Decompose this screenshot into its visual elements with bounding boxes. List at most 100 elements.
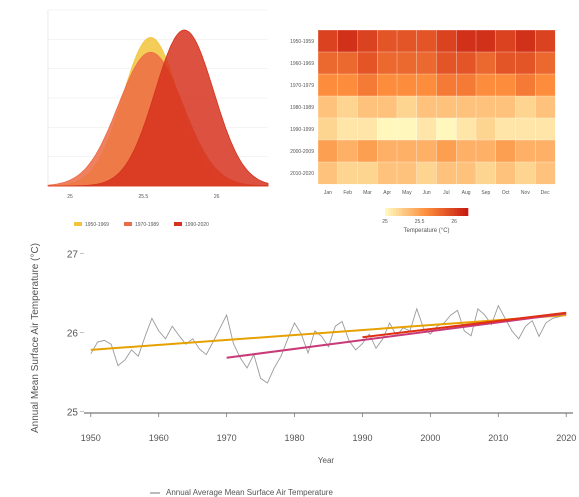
colorbar-segment (401, 208, 405, 216)
colorbar-segment (465, 208, 469, 216)
heatmap-cell (535, 139, 556, 163)
heatmap-cell (337, 95, 358, 119)
heatmap-row-label: 1970-1979 (290, 83, 314, 89)
heatmap-cell (475, 117, 497, 141)
heatmap-cell (495, 95, 516, 119)
colorbar-segment (454, 208, 458, 216)
heatmap-cell (515, 139, 536, 163)
heatmap-row-label: 1980-1989 (290, 105, 314, 111)
heatmap-cell (515, 95, 536, 119)
heatmap-row-labels: 1950-1959 1960-1969 1970-1979 1980-1989 1990… (290, 39, 314, 177)
density-chart: 25 25.5 26 1950-1969 1970-1989 1990-2020 (47, 9, 269, 228)
heatmap-cell (535, 161, 556, 185)
heatmap-col-label: Jun (423, 190, 431, 196)
heatmap-cell (317, 29, 339, 53)
heatmap-cell (396, 29, 418, 53)
heatmap-row-label: 2010-2020 (290, 171, 314, 177)
colorbar-tick-label: 26 (451, 219, 457, 225)
heatmap-cell (515, 29, 536, 53)
heatmap-cell (475, 161, 497, 185)
heatmap-cell (456, 73, 477, 97)
trend-line (362, 311, 567, 339)
heatmap-cell (317, 161, 339, 185)
timeseries-x-tick-label: 1970 (217, 433, 237, 443)
heatmap-cell (396, 117, 418, 141)
heatmap-cell (357, 51, 378, 75)
heatmap-col-label: Jan (324, 190, 332, 196)
timeseries-chart: 1950 1960 1970 1980 1990 2000 2010 2020 25 26 27 Y… (30, 243, 576, 497)
heatmap-cell (436, 95, 457, 119)
heatmap-cell (396, 139, 418, 163)
colorbar-segment (432, 208, 436, 216)
heatmap-cell (377, 117, 398, 141)
colorbar-segment (426, 208, 430, 216)
heatmap-cell (515, 51, 536, 75)
heatmap-cell (495, 117, 516, 141)
heatmap-col-label: Nov (521, 190, 530, 196)
timeseries-y-tick-label: 26 (67, 329, 79, 340)
heatmap-cell (475, 139, 497, 163)
heatmap-cell (436, 73, 457, 97)
density-legend-swatch (74, 222, 82, 226)
heatmap-cell (377, 139, 398, 163)
density-x-tick-label: 25.5 (138, 194, 148, 200)
colorbar-segment (404, 208, 408, 216)
colorbar-segment (407, 208, 411, 216)
timeseries-x-tick-label: 1980 (285, 433, 305, 443)
heatmap-cell (416, 73, 437, 97)
timeseries-y-tick-label: 25 (67, 407, 79, 418)
colorbar-segment (437, 208, 441, 216)
heatmap-cell (535, 29, 556, 53)
heatmap-cell (357, 29, 378, 53)
heatmap-cell (475, 29, 497, 53)
timeseries-legend-label: Annual Average Mean Surface Air Temperat… (166, 488, 333, 497)
heatmap-cell (456, 117, 477, 141)
colorbar-segment (420, 208, 425, 216)
heatmap-col-label: May (402, 190, 412, 196)
density-legend: 1950-1969 1970-1989 1990-2020 (74, 222, 209, 228)
density-legend-swatch (174, 222, 182, 226)
density-area (48, 29, 269, 187)
heatmap-cell (495, 51, 516, 75)
colorbar-segment (429, 208, 433, 216)
heatmap-cell (337, 117, 358, 141)
colorbar-segment (448, 208, 452, 216)
colorbar-segment (415, 208, 419, 216)
heatmap-col-label: Aug (462, 190, 471, 196)
heatmap-cell (396, 161, 418, 185)
heatmap-cell (377, 161, 398, 185)
heatmap-cell (416, 117, 437, 141)
heatmap-cell (436, 51, 457, 75)
heatmap-cell (396, 95, 418, 119)
trend-line (226, 312, 567, 359)
timeseries-x-tick-label: 1950 (81, 433, 101, 443)
heatmap-cell (317, 73, 339, 97)
heatmap-col-label: Feb (343, 190, 352, 196)
heatmap-cell (456, 139, 477, 163)
heatmap-cell (436, 161, 457, 185)
heatmap-cell (475, 95, 497, 119)
heatmap-cell (416, 51, 437, 75)
series-line (90, 304, 567, 384)
colorbar-segment (398, 208, 402, 216)
density-legend-swatch (124, 222, 132, 226)
density-x-tick-label: 25 (67, 194, 73, 200)
timeseries-x-tick-label: 1990 (352, 433, 372, 443)
colorbar-segment (385, 208, 389, 216)
heatmap-cell (515, 161, 536, 185)
colorbar-segment (456, 208, 460, 216)
heatmap-cell (396, 73, 418, 97)
heatmap-cell (337, 139, 358, 163)
colorbar-segment (423, 208, 427, 216)
colorbar-segment (443, 208, 447, 216)
colorbar-segment (396, 208, 400, 216)
heatmap-cell (495, 139, 516, 163)
heatmap-cell (377, 95, 398, 119)
timeseries-x-tick-label: 2020 (556, 433, 576, 443)
heatmap-row-label: 2000-2009 (290, 149, 314, 155)
heatmap-cell (337, 161, 358, 185)
colorbar-segment (462, 208, 466, 216)
colorbar-label: Temperature (°C) (403, 228, 449, 234)
heatmap-cell (317, 95, 339, 119)
